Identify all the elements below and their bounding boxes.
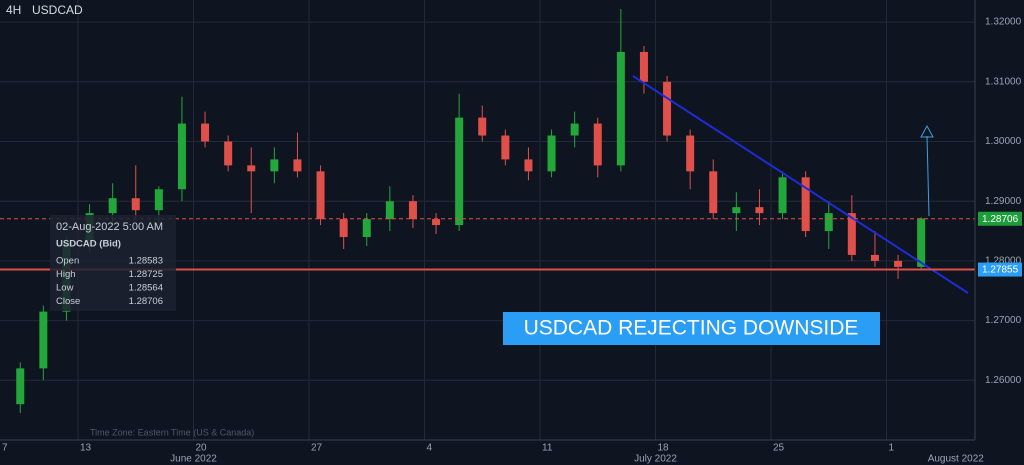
candle-body xyxy=(870,254,879,261)
tooltip-field: Open xyxy=(56,256,79,267)
y-tick-label: 1.32000 xyxy=(985,17,1022,28)
candle-body xyxy=(501,135,510,160)
x-tick-label: 25 xyxy=(773,443,785,454)
tooltip-value: 1.28706 xyxy=(129,296,163,307)
price-label: 1.27855 xyxy=(978,262,1022,277)
x-tick-label: 20 xyxy=(196,443,208,454)
x-tick-label: 18 xyxy=(658,443,670,454)
x-tick-label: 7 xyxy=(2,443,8,454)
candle-body xyxy=(154,189,163,211)
candle-body xyxy=(39,311,48,369)
candle-body xyxy=(408,201,417,220)
tooltip: 02-Aug-2022 5:00 AM USDCAD (Bid) Open 1.2… xyxy=(50,215,176,311)
candle-body xyxy=(432,219,441,226)
candle-body xyxy=(177,123,186,190)
candle-body xyxy=(362,219,371,238)
candle-body xyxy=(316,171,325,220)
x-tick-label: 11 xyxy=(542,443,553,454)
x-tick-label: 4 xyxy=(427,443,433,454)
tooltip-field: Close xyxy=(56,296,80,307)
x-tick-label: 27 xyxy=(311,443,323,454)
candle-body xyxy=(755,207,764,214)
candle-body xyxy=(385,201,394,220)
y-tick-label: 1.30000 xyxy=(985,136,1022,147)
y-tick-label: 1.28000 xyxy=(985,256,1022,267)
arrow-head xyxy=(920,124,934,138)
candle-body xyxy=(732,207,741,214)
candle-body xyxy=(824,213,833,232)
trendline xyxy=(632,75,969,294)
candle-body xyxy=(201,123,210,142)
candle-body xyxy=(778,177,787,214)
candle-body xyxy=(131,198,140,211)
candle-body xyxy=(686,135,695,172)
arrow-shaft xyxy=(926,135,930,217)
y-tick-label: 1.29000 xyxy=(985,196,1022,207)
x-tick-label: 1 xyxy=(889,443,895,454)
candle-body xyxy=(224,141,233,166)
month-label: August 2022 xyxy=(928,454,985,465)
candle-body xyxy=(339,219,348,238)
candle-body xyxy=(709,171,718,214)
tooltip-field: Low xyxy=(56,283,74,294)
price-label: 1.28706 xyxy=(978,211,1022,226)
candle-body xyxy=(524,159,533,172)
candle-body xyxy=(455,117,464,226)
annotation-box xyxy=(503,312,880,345)
candle-body xyxy=(801,177,810,232)
price-axis xyxy=(975,0,1024,465)
candle-body xyxy=(16,368,25,405)
candle-body xyxy=(570,123,579,136)
tooltip-value: 1.28725 xyxy=(129,269,163,280)
candle-body xyxy=(593,123,602,166)
candle-body xyxy=(478,117,487,136)
y-tick-label: 1.31000 xyxy=(985,76,1022,87)
y-tick-label: 1.26000 xyxy=(985,375,1022,386)
y-tick-label: 1.27000 xyxy=(985,315,1022,326)
candle-body xyxy=(293,159,302,172)
price-label-text: 1.27855 xyxy=(982,265,1019,276)
candle-body xyxy=(270,159,279,172)
x-tick-label: 13 xyxy=(80,443,92,454)
candle-body xyxy=(108,198,117,214)
tooltip-symbol: USDCAD (Bid) xyxy=(56,239,121,250)
candle-body xyxy=(547,135,556,172)
tooltip-field: High xyxy=(56,269,76,280)
candle-body xyxy=(917,218,926,267)
candle-body xyxy=(663,81,672,136)
month-label: June 2022 xyxy=(170,454,217,465)
footnote: Time Zone: Eastern Time (US & Canada) xyxy=(90,427,254,437)
symbol-title: USDCAD xyxy=(32,3,83,17)
candle-body xyxy=(616,51,625,166)
month-label: July 2022 xyxy=(634,454,677,465)
candle-body xyxy=(247,165,256,172)
timeframe: 4H xyxy=(6,3,21,17)
candle-body xyxy=(847,213,856,255)
candle-body xyxy=(894,260,903,267)
tooltip-value: 1.28564 xyxy=(129,283,163,294)
tooltip-box xyxy=(50,215,176,311)
tooltip-date: 02-Aug-2022 5:00 AM xyxy=(56,221,163,233)
price-label-box xyxy=(978,262,1022,277)
tooltip-value: 1.28583 xyxy=(129,256,163,267)
annotation: USDCAD REJECTING DOWNSIDE xyxy=(524,317,859,340)
price-label-box xyxy=(978,211,1022,226)
price-label-text: 1.28706 xyxy=(982,214,1019,225)
candle-body xyxy=(639,51,648,82)
